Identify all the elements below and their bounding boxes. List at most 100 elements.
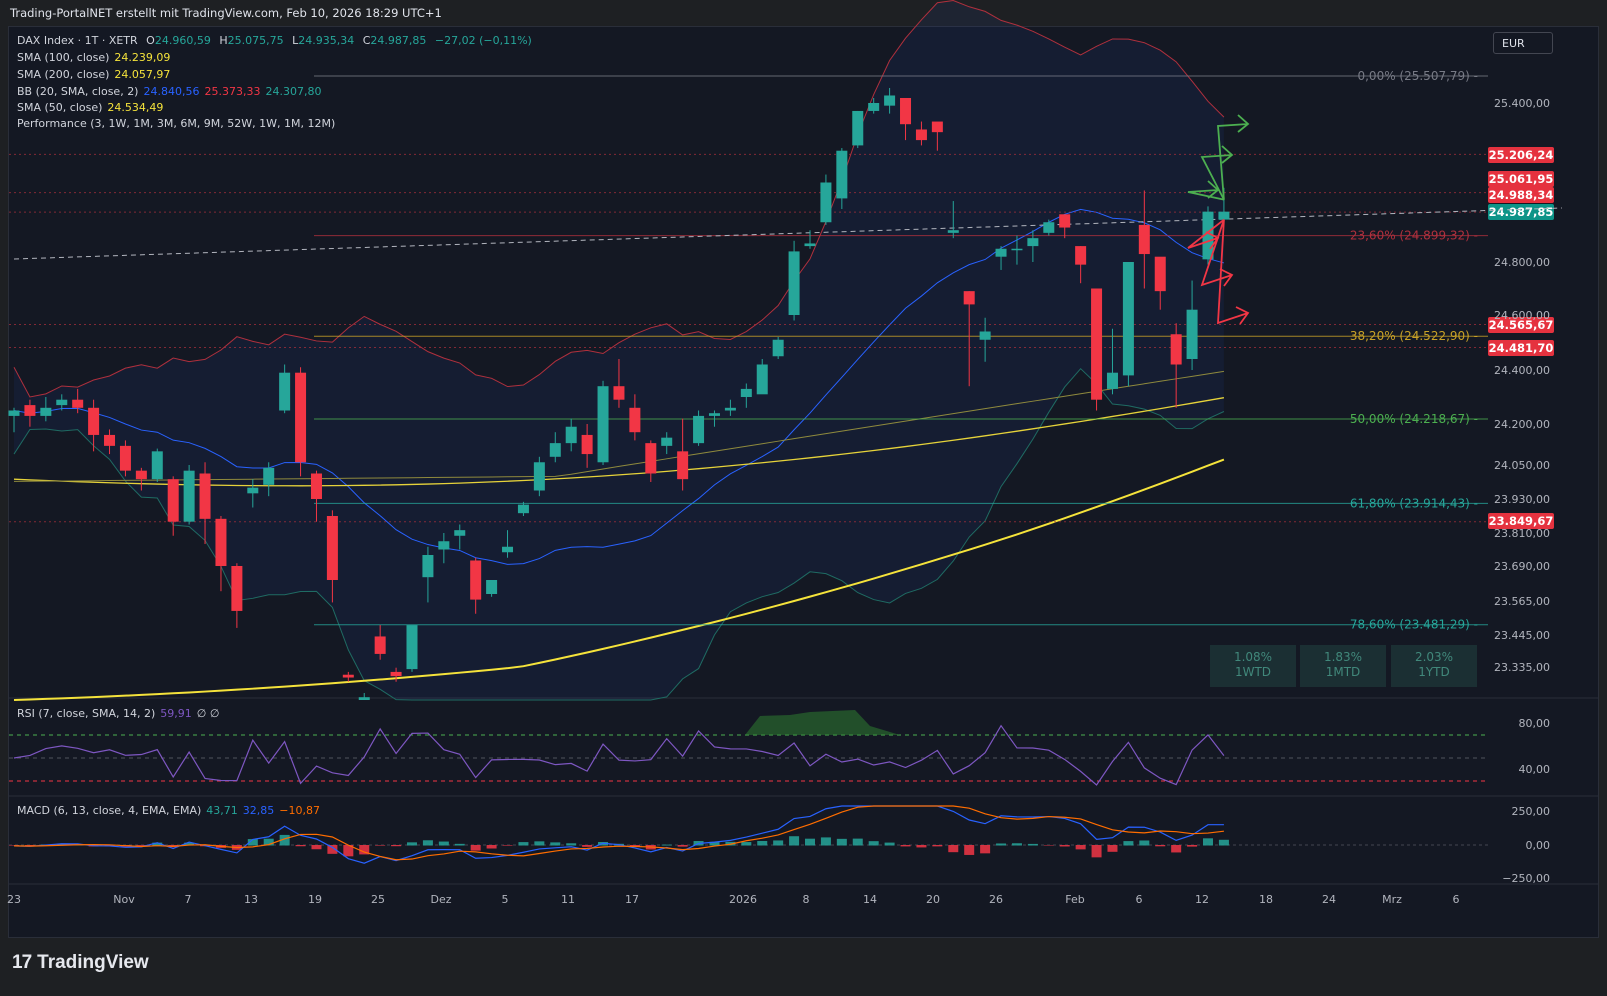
candle-body <box>1170 334 1182 365</box>
sma50-line <box>13 370 1224 482</box>
candle-body <box>326 516 338 580</box>
macd-histogram-bar <box>1218 839 1229 846</box>
candle-body <box>645 443 657 474</box>
time-axis-tick: 6 <box>1136 893 1143 906</box>
candle-body <box>231 566 243 611</box>
time-axis-tick: 12 <box>1195 893 1209 906</box>
candle-body <box>374 636 386 654</box>
currency-button[interactable]: EUR <box>1493 32 1553 54</box>
price-badge-label: 24.565,67 <box>1489 318 1554 332</box>
candle-body <box>661 437 673 446</box>
macd-histogram-bar <box>1091 845 1102 858</box>
time-axis-tick: 13 <box>244 893 258 906</box>
time-axis-tick: 24 <box>1322 893 1336 906</box>
macd-histogram-bar <box>805 838 815 846</box>
candle-body <box>995 248 1007 257</box>
candle-body <box>549 443 561 457</box>
price-axis-tick: 24.800,00 <box>1494 256 1550 269</box>
legend-open-label: O <box>146 34 155 47</box>
macd-histogram-bar <box>964 845 975 855</box>
price-axis-tick: 24.600,00 <box>1494 309 1550 322</box>
price-axis-tick: 23.565,00 <box>1494 595 1550 608</box>
candle-body <box>406 625 418 670</box>
bollinger-basis-line <box>13 208 1225 565</box>
price-badge-bg <box>1488 171 1554 187</box>
legend-bb[interactable]: BB (20, SMA, close, 2) 24.840,56 25.373,33… <box>17 85 326 98</box>
candle-body <box>263 467 275 485</box>
macd-histogram-bar <box>184 842 195 846</box>
perf-box-value: 1.08% <box>1233 650 1273 664</box>
tradingview-logo[interactable]: 17 TradingView <box>12 952 149 974</box>
legend-rsi[interactable]: RSI (7, close, SMA, 14, 2) 59,91 ∅ ∅ <box>17 707 224 720</box>
candle-body <box>772 339 784 357</box>
candle-body <box>597 386 609 463</box>
price-axis-tick: 23.445,00 <box>1494 629 1550 642</box>
macd-histogram-bar <box>279 834 290 846</box>
trend-line <box>13 207 1563 260</box>
candle-body <box>215 518 227 566</box>
candle-body <box>565 426 577 444</box>
macd-line <box>13 805 1224 864</box>
price-badge <box>1488 171 1554 187</box>
legend-close-label: C <box>362 34 371 47</box>
candle-body <box>40 407 52 416</box>
candle-body <box>963 291 975 305</box>
macd-histogram-bar <box>295 845 306 847</box>
time-axis-tick: 6 <box>1453 893 1460 906</box>
macd-histogram-bar <box>391 845 402 847</box>
macd-histogram-bar <box>438 841 449 846</box>
candle-body <box>804 243 816 247</box>
candle-body <box>119 445 131 471</box>
rsi-axis-tick: 40,00 <box>1519 763 1551 776</box>
legend-sma50[interactable]: SMA (50, close) 24.534,49 <box>17 101 168 114</box>
fib-level-label: 38,20% (24.522,90) - <box>1350 329 1478 343</box>
macd-histogram-bar <box>789 836 800 846</box>
macd-axis-tick: 250,00 <box>1512 805 1551 818</box>
macd-histogram-bar <box>518 842 529 846</box>
candle-body <box>708 413 720 416</box>
macd-axis-tick: 0,00 <box>1526 839 1551 852</box>
macd-histogram-bar <box>470 845 481 851</box>
fib-level-label: 78,60% (23.481,29) - <box>1350 618 1478 632</box>
macd-histogram-bar <box>661 844 672 846</box>
macd-histogram-bar <box>502 845 513 846</box>
candle-body <box>852 110 864 146</box>
legend-rsi-value: 59,91 <box>160 707 192 720</box>
projection-arrow-down <box>1200 219 1234 287</box>
price-axis-tick: 23.810,00 <box>1494 527 1550 540</box>
price-badge <box>1488 204 1554 220</box>
price-badge-bg <box>1488 204 1554 220</box>
rsi-axis-tick: 80,00 <box>1519 717 1551 730</box>
legend-symbol: DAX Index · 1T · XETR <box>17 34 138 47</box>
price-badge-label: 23.849,67 <box>1489 514 1554 528</box>
legend-macd[interactable]: MACD (6, 13, close, 4, EMA, EMA) 43,71 32,… <box>17 804 325 817</box>
macd-signal-line <box>13 805 1224 861</box>
candle-body <box>390 671 402 677</box>
time-axis-tick: Feb <box>1065 893 1084 906</box>
macd-histogram-bar <box>566 843 577 846</box>
candle-body <box>183 470 195 522</box>
candle-body <box>884 95 896 106</box>
legend-bb-basis: 24.840,56 <box>143 85 200 98</box>
legend-close: C24.987,85 <box>363 34 427 47</box>
macd-histogram-bar <box>996 843 1007 846</box>
candle-body <box>199 473 211 519</box>
price-badge <box>1488 340 1554 356</box>
perf-box-label: 1YTD <box>1418 665 1450 679</box>
macd-histogram-bar <box>1011 843 1022 846</box>
candle-body <box>788 251 800 315</box>
legend-rsi-extra: ∅ ∅ <box>196 707 220 720</box>
sma200-line <box>13 458 1225 701</box>
legend-performance[interactable]: Performance (3, 1W, 1M, 3M, 6M, 9M, 52W,… <box>17 117 340 130</box>
time-axis-tick: 7 <box>185 893 192 906</box>
candle-body <box>104 434 116 446</box>
fib-level-label: 50,00% (24.218,67) - <box>1350 412 1478 426</box>
legend-bb-upper: 25.373,33 <box>204 85 261 98</box>
price-badge <box>1488 513 1554 529</box>
legend-sma200[interactable]: SMA (200, close) 24.057,97 <box>17 68 175 81</box>
legend-sma100[interactable]: SMA (100, close) 24.239,09 <box>17 51 175 64</box>
macd-histogram-bar <box>359 845 370 855</box>
macd-histogram-bar <box>327 845 338 854</box>
price-badge-label: 24.988,34 <box>1489 188 1554 202</box>
